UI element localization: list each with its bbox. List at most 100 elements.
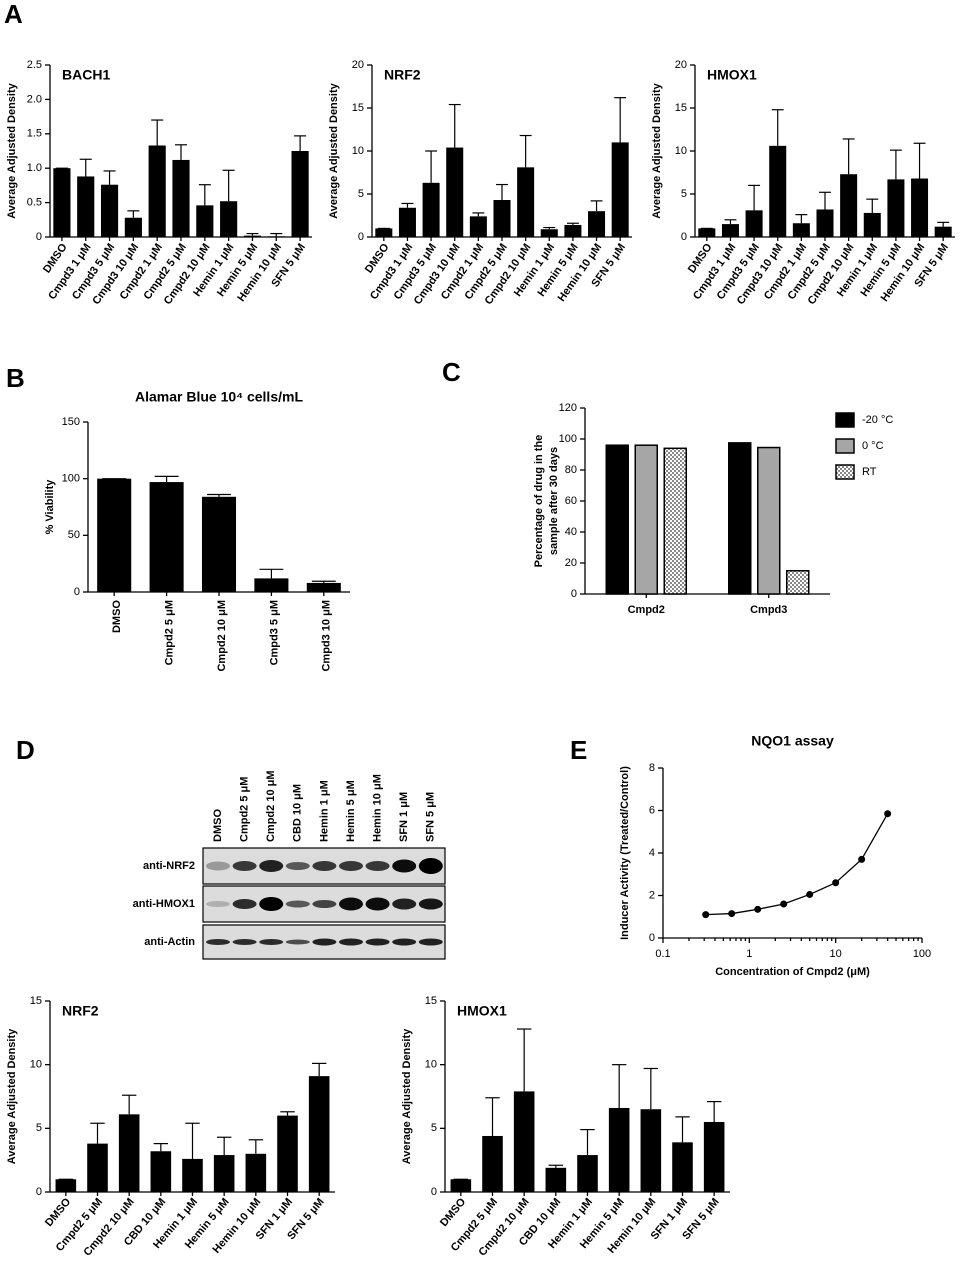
blot-band: [418, 858, 443, 874]
bar: [100, 184, 119, 237]
blot-band: [232, 939, 257, 945]
blot-band: [259, 897, 284, 911]
y-tick-label: 20: [675, 59, 687, 71]
bar: [398, 207, 416, 237]
bar: [745, 210, 763, 237]
bar: [308, 1076, 330, 1192]
bar: [611, 142, 629, 237]
bar: [728, 442, 752, 595]
panel-letter: C: [442, 357, 461, 387]
y-tick-label: 0: [358, 231, 364, 243]
x-tick-label: 1: [746, 948, 752, 960]
bar: [213, 1155, 235, 1192]
bar: [608, 1107, 630, 1192]
panel-letter: D: [16, 735, 35, 765]
y-tick-label: 20: [565, 557, 577, 569]
bar: [53, 168, 71, 237]
y-tick-label: 10: [675, 145, 687, 157]
bar: [863, 212, 881, 237]
bar: [792, 223, 810, 237]
bar: [482, 1135, 503, 1192]
y-axis-label: Percentage of drug in the: [533, 435, 545, 568]
line: [705, 813, 889, 916]
y-axis-label: Average Adjusted Density: [6, 1028, 18, 1164]
y-tick-label: 15: [425, 995, 437, 1007]
bar: [87, 1143, 108, 1192]
bar: [450, 1179, 472, 1192]
y-tick-label: 0: [681, 231, 687, 243]
lane-label: Cmpd2 10 μM: [265, 770, 277, 842]
y-axis-label: Average Adjusted Density: [6, 82, 18, 218]
legend-swatch: [835, 438, 855, 454]
blot-band: [312, 861, 337, 871]
legend-swatch: [835, 412, 855, 428]
blot-band: [312, 938, 337, 946]
y-tick-label: 0: [571, 588, 577, 600]
y-tick-label: 5: [36, 1122, 42, 1134]
y-tick-label: 20: [352, 59, 364, 71]
blot-band: [365, 861, 390, 871]
bar: [469, 216, 487, 237]
bar: [118, 1114, 140, 1192]
lane-label: Cmpd2 5 μM: [239, 777, 251, 842]
bar: [769, 145, 787, 237]
chart-title: HMOX1: [707, 67, 757, 83]
bar: [634, 444, 658, 595]
marker: [780, 900, 788, 908]
y-tick-label: 80: [565, 464, 577, 476]
bar: [911, 178, 929, 237]
y-tick-label: 15: [30, 995, 42, 1007]
blot-band: [259, 939, 284, 945]
legend-label: 0 °C: [862, 440, 884, 452]
bar: [245, 1153, 267, 1192]
y-axis-label: sample after 30 days: [548, 447, 560, 555]
y-tick-label: 1.5: [27, 128, 42, 140]
lane-label: SFN 1 μM: [398, 792, 410, 842]
bar: [148, 145, 166, 237]
bar: [446, 147, 464, 237]
y-tick-label: 0: [36, 1186, 42, 1198]
blot-band: [339, 861, 363, 871]
blot-band: [339, 938, 363, 946]
bar: [786, 570, 810, 595]
y-tick-label: 120: [559, 402, 577, 414]
x-tick-label: Cmpd2 10 μM: [216, 600, 228, 672]
x-tick-label: 0.1: [655, 948, 670, 960]
bar: [840, 174, 858, 237]
marker: [884, 810, 892, 818]
y-tick-label: 60: [565, 495, 577, 507]
y-tick-label: 15: [675, 102, 687, 114]
bar: [254, 578, 289, 592]
marker: [858, 855, 866, 863]
y-tick-label: 0.5: [27, 197, 42, 209]
bar: [267, 236, 285, 237]
bar: [422, 182, 440, 237]
panel-letter: E: [570, 735, 587, 765]
y-tick-label: 150: [62, 416, 80, 428]
y-tick-label: 100: [559, 433, 577, 445]
y-tick-label: 10: [30, 1059, 42, 1071]
row-label: anti-Actin: [144, 936, 195, 948]
x-tick-label: 100: [913, 948, 931, 960]
bar: [934, 226, 952, 237]
x-tick-label: Cmpd3 10 μM: [321, 600, 333, 672]
x-tick-label: Cmpd3: [750, 604, 787, 616]
panel-letter: B: [6, 363, 25, 393]
bar: [816, 209, 834, 237]
bar: [517, 167, 535, 237]
y-tick-label: 2.5: [27, 59, 42, 71]
lane-label: DMSO: [212, 809, 224, 842]
blot-band: [232, 899, 257, 909]
y-axis-label: Average Adjusted Density: [651, 82, 663, 218]
bar: [605, 444, 629, 595]
y-tick-label: 0: [649, 932, 655, 944]
blot-band: [285, 939, 310, 945]
blot-band: [365, 897, 390, 911]
x-axis-label: Concentration of Cmpd2 (μM): [715, 966, 870, 978]
marker: [806, 890, 814, 898]
bar: [564, 224, 582, 237]
bar: [545, 1167, 567, 1192]
y-tick-label: 50: [68, 529, 80, 541]
lane-label: Hemin 5 μM: [345, 780, 357, 842]
blot-band: [232, 861, 257, 871]
